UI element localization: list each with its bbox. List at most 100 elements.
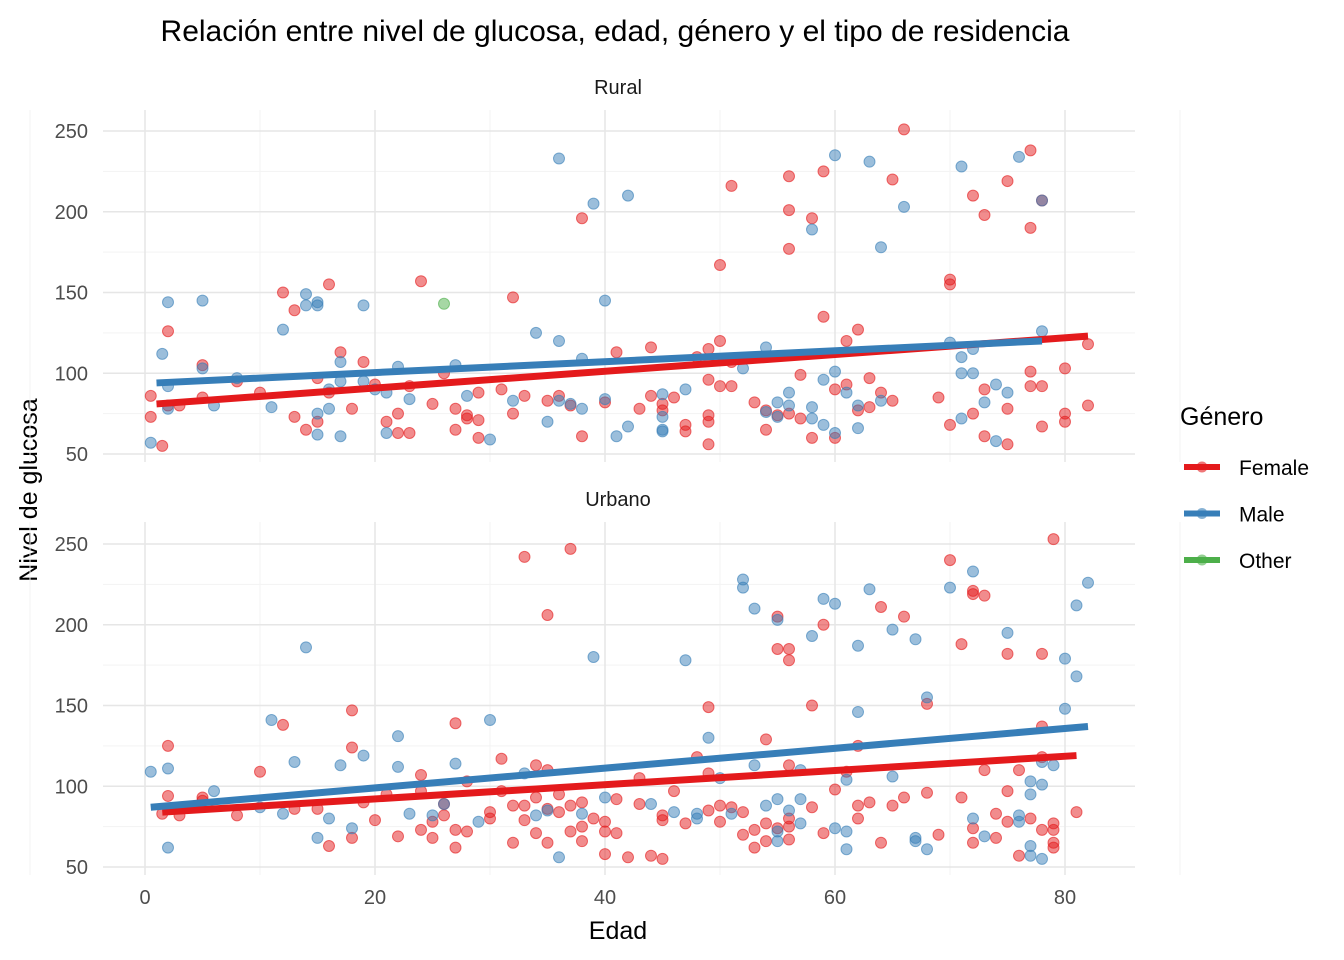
data-point — [955, 412, 968, 425]
data-point — [196, 362, 209, 375]
legend-item-other: Other — [1184, 550, 1292, 573]
data-point — [932, 391, 945, 404]
data-point — [714, 380, 726, 393]
data-point — [438, 297, 450, 310]
data-point — [886, 623, 899, 636]
data-point — [921, 843, 933, 856]
data-point — [1024, 775, 1037, 788]
data-point — [622, 420, 634, 433]
data-point — [449, 423, 462, 436]
legend-item-female: Female — [1184, 457, 1309, 480]
data-point — [415, 823, 427, 836]
data-point — [1001, 785, 1014, 798]
data-point — [932, 828, 945, 841]
data-point — [725, 380, 738, 393]
data-point — [978, 383, 991, 396]
legend-label: Female — [1239, 457, 1309, 480]
data-point — [829, 427, 841, 440]
data-point — [288, 410, 301, 423]
data-point — [1047, 759, 1060, 772]
data-point — [990, 831, 1002, 844]
series-male — [144, 149, 1048, 449]
data-point — [944, 581, 956, 594]
data-point — [449, 757, 462, 770]
data-point — [783, 804, 795, 817]
data-point — [1024, 380, 1037, 393]
facet-strip-label: Rural — [594, 77, 642, 99]
data-point — [449, 823, 462, 836]
data-point — [806, 401, 818, 414]
x-tick-label: 80 — [1054, 887, 1076, 909]
data-point — [587, 197, 600, 210]
data-point — [817, 373, 830, 386]
data-point — [967, 367, 979, 380]
data-point — [1024, 812, 1037, 825]
data-point — [840, 843, 853, 856]
trend-line-female — [162, 752, 1077, 816]
data-point — [553, 334, 565, 347]
data-point — [656, 388, 669, 401]
data-point — [748, 841, 761, 854]
data-point — [771, 613, 784, 626]
data-point — [967, 588, 979, 601]
data-point — [403, 807, 416, 820]
data-point — [1024, 221, 1037, 234]
trend-line-male — [150, 723, 1089, 811]
data-point — [392, 830, 404, 843]
data-point — [461, 412, 473, 425]
data-point — [323, 812, 335, 825]
data-point — [829, 149, 841, 162]
data-point — [449, 402, 462, 415]
data-point — [1059, 702, 1071, 715]
facet-strip-label: Urbano — [585, 489, 651, 511]
data-point — [288, 304, 301, 317]
data-point — [633, 798, 646, 811]
data-point — [144, 436, 157, 449]
data-point — [898, 123, 910, 136]
data-point — [898, 791, 910, 804]
data-point — [1082, 576, 1094, 589]
data-point — [196, 294, 209, 307]
data-point — [725, 807, 738, 820]
data-point — [495, 383, 508, 396]
data-point — [265, 714, 278, 727]
data-point — [392, 407, 404, 420]
data-point — [156, 439, 169, 452]
data-point — [668, 806, 680, 819]
data-point — [806, 412, 818, 425]
data-point — [668, 785, 680, 798]
data-point — [852, 799, 864, 812]
data-point — [645, 341, 657, 354]
data-point — [507, 291, 519, 304]
data-point — [1013, 849, 1025, 862]
data-point — [472, 386, 485, 399]
data-point — [990, 378, 1002, 391]
data-point — [156, 347, 169, 360]
data-point — [1047, 533, 1060, 546]
data-point — [702, 701, 715, 714]
data-point — [576, 430, 588, 443]
data-point — [1024, 849, 1037, 862]
data-point — [886, 799, 899, 812]
data-point — [449, 841, 462, 854]
data-point — [380, 427, 393, 440]
data-point — [783, 654, 795, 667]
data-point — [472, 414, 485, 427]
data-point — [737, 828, 749, 841]
legend-title: Género — [1180, 403, 1263, 431]
data-point — [714, 334, 726, 347]
data-point — [323, 402, 335, 415]
data-point — [587, 651, 600, 664]
data-point — [541, 804, 554, 817]
data-point — [978, 208, 991, 221]
data-point — [518, 550, 531, 563]
data-point — [806, 431, 818, 444]
x-tick-label: 60 — [824, 887, 846, 909]
data-point — [576, 796, 588, 809]
data-point — [909, 835, 922, 848]
data-point — [472, 815, 485, 828]
data-point — [576, 820, 588, 833]
data-point — [691, 807, 703, 820]
data-point — [231, 809, 243, 822]
data-point — [323, 840, 335, 853]
